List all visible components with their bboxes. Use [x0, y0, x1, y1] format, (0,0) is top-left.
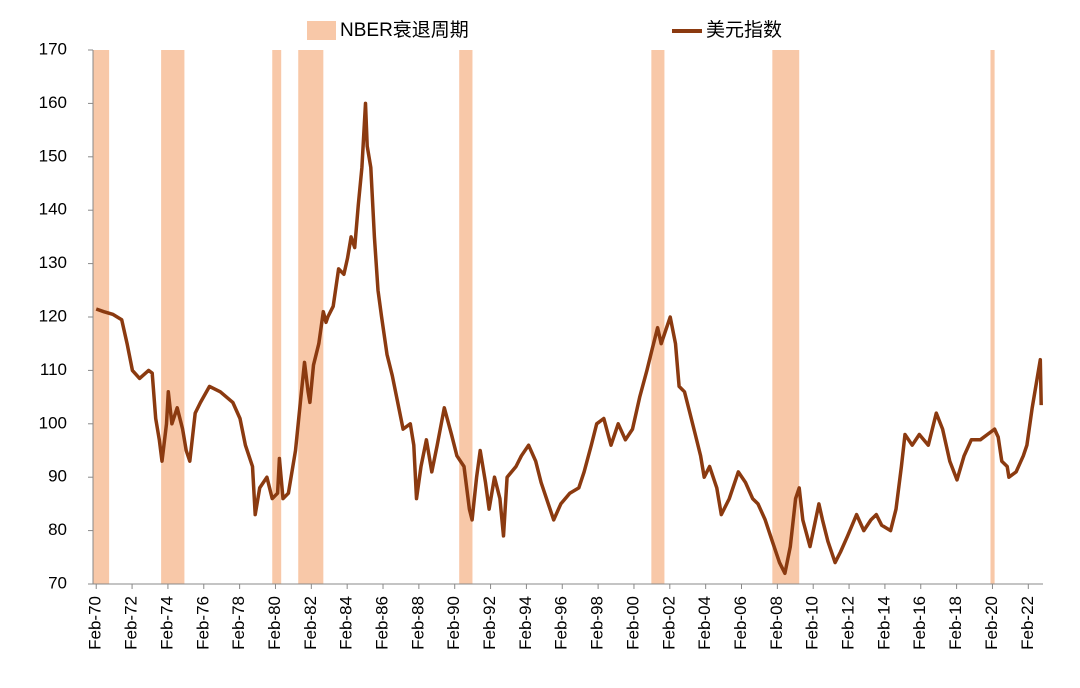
x-tick-label: Feb-86 — [373, 596, 392, 650]
y-tick-label: 110 — [40, 360, 67, 379]
x-tick-label: Feb-84 — [337, 596, 356, 650]
y-tick-label: 160 — [39, 93, 67, 112]
series-line — [95, 101, 1043, 576]
y-tick-label: 70 — [48, 573, 67, 592]
x-tick-label: Feb-82 — [301, 596, 320, 650]
x-tick-label: Feb-98 — [588, 596, 607, 650]
y-tick-label: 140 — [39, 200, 67, 219]
x-tick-label: Feb-88 — [408, 596, 427, 650]
x-tick-label: Feb-22 — [1018, 596, 1037, 650]
x-tick-label: Feb-94 — [516, 596, 535, 650]
y-tick-label: 80 — [48, 520, 67, 539]
recession-band — [93, 50, 110, 584]
recession-band — [990, 50, 995, 584]
recession-band — [772, 50, 800, 584]
x-tick-label: Feb-20 — [982, 596, 1001, 650]
x-tick-label: Feb-06 — [731, 596, 750, 650]
recession-band — [298, 50, 324, 584]
x-tick-label: Feb-02 — [659, 596, 678, 650]
x-tick-label: Feb-04 — [695, 596, 714, 650]
legend-swatch — [307, 21, 336, 40]
x-tick-label: Feb-92 — [480, 596, 499, 650]
x-tick-label: Feb-00 — [623, 596, 642, 650]
recession-band — [272, 50, 282, 584]
x-tick-label: Feb-10 — [803, 596, 822, 650]
legend-label: NBER衰退周期 — [340, 19, 469, 41]
y-tick-label: 90 — [48, 467, 67, 486]
recession-band — [459, 50, 473, 584]
y-tick-label: 150 — [39, 146, 67, 165]
y-tick-label: 130 — [39, 253, 67, 272]
x-tick-label: Feb-78 — [229, 596, 248, 650]
y-tick-label: 120 — [39, 306, 67, 325]
x-tick-label: Feb-90 — [444, 596, 463, 650]
x-tick-label: Feb-14 — [874, 596, 893, 650]
x-tick-label: Feb-70 — [86, 596, 105, 650]
y-tick-label: 100 — [39, 413, 67, 432]
y-tick-label: 170 — [39, 39, 67, 58]
x-tick-label: Feb-16 — [910, 596, 929, 650]
x-tick-label: Feb-76 — [193, 596, 212, 650]
recession-band — [161, 50, 185, 584]
x-tick-label: Feb-18 — [946, 596, 965, 650]
recession-band — [651, 50, 665, 584]
x-tick-label: Feb-72 — [122, 596, 141, 650]
legend-label: 美元指数 — [706, 19, 782, 41]
x-tick-label: Feb-12 — [839, 596, 858, 650]
x-tick-label: Feb-08 — [767, 596, 786, 650]
x-tick-label: Feb-80 — [265, 596, 284, 650]
x-tick-label: Feb-96 — [552, 596, 571, 650]
x-tick-label: Feb-74 — [157, 596, 176, 650]
